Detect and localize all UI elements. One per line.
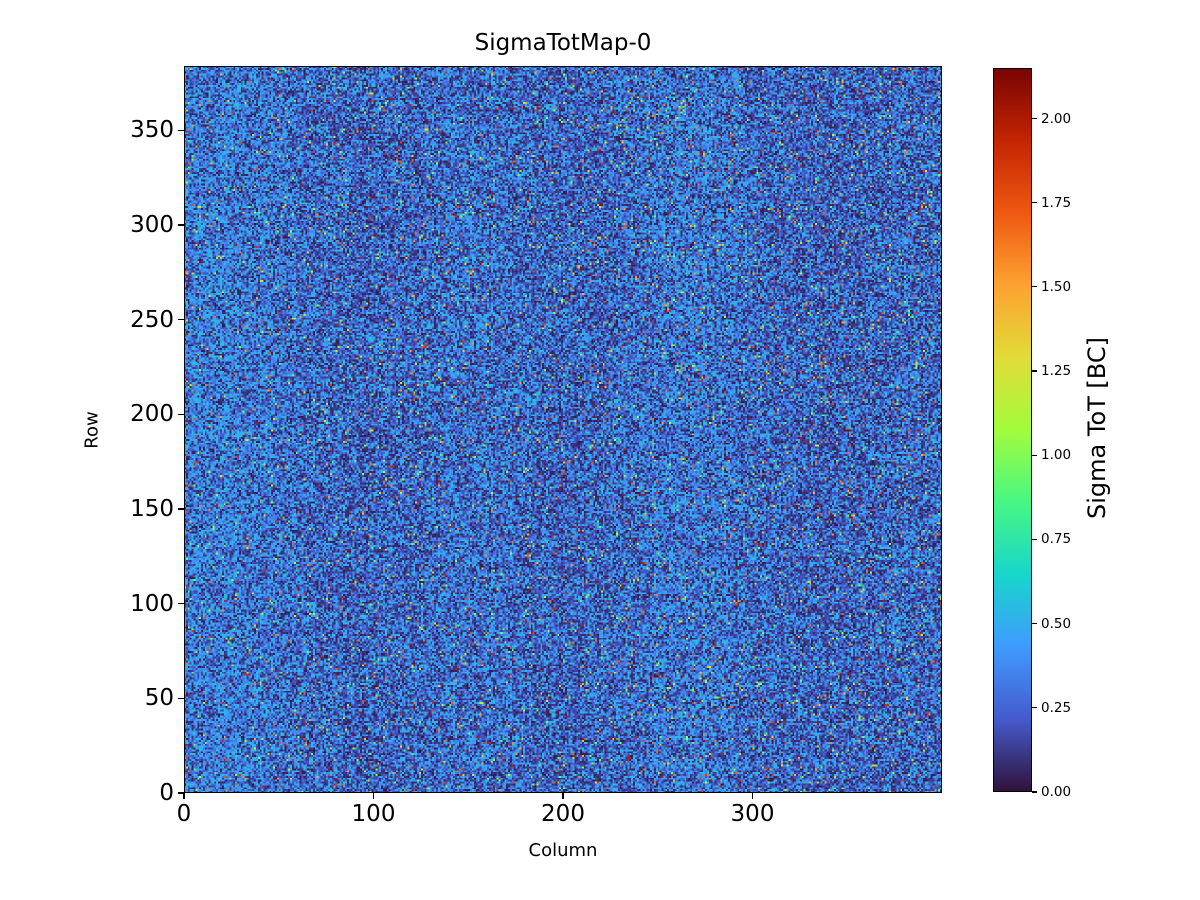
- colorbar-tick-label: 2.00: [1041, 110, 1072, 127]
- x-tick-label: 0: [176, 801, 192, 827]
- colorbar-tick-label: 0.00: [1041, 784, 1072, 800]
- y-tick-label: 200: [130, 401, 174, 428]
- colorbar-tick-label: 0.50: [1041, 615, 1072, 632]
- y-tick-label: 100: [130, 590, 174, 617]
- x-tick-mark: [372, 793, 375, 799]
- y-tick-label: 300: [130, 212, 174, 239]
- y-tick-mark: [178, 224, 184, 226]
- colorbar-tick-label: 1.75: [1041, 194, 1072, 211]
- y-axis-label-text: Row: [81, 411, 103, 449]
- colorbar-tick-mark: [1032, 370, 1037, 372]
- colorbar-tick-label: 0.75: [1041, 531, 1072, 548]
- y-tick-mark: [178, 508, 184, 510]
- colorbar-tick-mark: [1032, 202, 1037, 204]
- y-tick-mark: [178, 413, 184, 416]
- chart-title: SigmaTotMap-0: [474, 30, 652, 56]
- y-tick-label: 250: [130, 306, 174, 333]
- colorbar-label-text: Sigma ToT [BC]: [1083, 337, 1111, 519]
- y-tick-label: 50: [144, 685, 174, 712]
- colorbar-tick-mark: [1032, 707, 1037, 709]
- y-tick-label: 350: [130, 117, 174, 144]
- colorbar-tick-mark: [1032, 538, 1037, 541]
- heatmap-canvas: [184, 66, 942, 793]
- colorbar: [993, 68, 1032, 792]
- colorbar-tick-label: 0.25: [1041, 699, 1072, 716]
- colorbar-tick-mark: [1032, 117, 1037, 120]
- x-tick-mark: [183, 793, 185, 799]
- colorbar-tick-mark: [1032, 286, 1037, 288]
- colorbar-tick-label: 1.50: [1041, 278, 1072, 295]
- y-tick-label: 150: [130, 496, 174, 523]
- y-tick-mark: [178, 129, 184, 132]
- colorbar-tick-label: 1.00: [1041, 447, 1072, 464]
- colorbar-tick-label: 1.25: [1041, 363, 1072, 380]
- x-tick-mark: [562, 793, 564, 799]
- x-tick-mark: [751, 793, 754, 799]
- colorbar-tick-mark: [1032, 454, 1037, 456]
- y-tick-mark: [178, 697, 184, 700]
- x-tick-label: 100: [351, 801, 396, 827]
- y-tick-mark: [178, 602, 184, 605]
- y-tick-label: 0: [159, 780, 174, 806]
- colorbar-tick-mark: [1032, 791, 1037, 793]
- colorbar-tick-mark: [1032, 623, 1037, 625]
- x-axis-label: Column: [528, 840, 598, 861]
- x-tick-label: 300: [730, 801, 775, 827]
- x-tick-label: 200: [541, 801, 585, 827]
- y-tick-mark: [178, 792, 184, 794]
- y-tick-mark: [178, 318, 184, 321]
